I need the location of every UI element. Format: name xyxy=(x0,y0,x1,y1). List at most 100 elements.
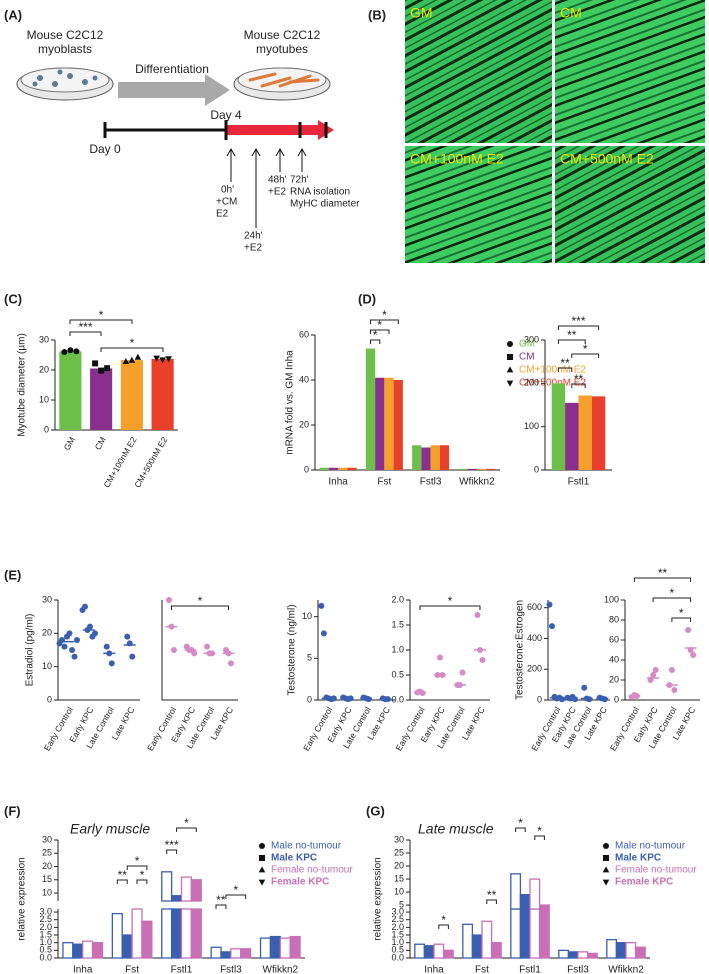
legend-label: Male no-tumour xyxy=(615,841,686,852)
point xyxy=(98,367,105,374)
x-tick-label: Inha xyxy=(424,965,444,974)
point xyxy=(479,657,486,663)
y-tick-label: 20 xyxy=(42,628,52,638)
timeline-ticks xyxy=(103,120,328,140)
point xyxy=(104,365,111,372)
bar xyxy=(567,951,579,959)
significance-bracket xyxy=(126,865,148,870)
y-axis-label: Testosterone (ng/ml) xyxy=(287,604,298,695)
significance-bracket xyxy=(69,331,102,336)
legend-label: GM xyxy=(519,339,535,350)
bar xyxy=(412,445,422,470)
bar xyxy=(240,948,252,959)
panel-label: (F) xyxy=(4,803,21,818)
point xyxy=(124,633,131,640)
point xyxy=(129,653,136,660)
bar xyxy=(72,943,84,959)
point xyxy=(67,347,74,354)
timeline-treatment xyxy=(226,125,318,135)
y-tick-label: 30 xyxy=(42,594,52,604)
significance-label: * xyxy=(130,336,135,350)
significance-bracket xyxy=(171,605,229,610)
y-tick-label: 1.0 xyxy=(391,644,404,654)
y-tick-label: 0 xyxy=(304,464,309,474)
bar xyxy=(577,951,589,959)
y-axis-label: Estradiol (pg/ml) xyxy=(25,614,36,687)
bar xyxy=(319,467,329,470)
y-tick-label: 100 xyxy=(524,421,539,431)
point xyxy=(159,357,166,364)
bar xyxy=(430,445,440,470)
bar xyxy=(328,467,339,470)
significance-label: * xyxy=(448,594,453,608)
bar xyxy=(141,920,153,959)
point xyxy=(134,353,142,360)
y-tick-label: 200 xyxy=(527,664,542,674)
point xyxy=(165,356,172,363)
micrograph-label: CM+500nM E2 xyxy=(560,151,654,167)
legend-label: Female no-tumour xyxy=(271,865,353,876)
bar xyxy=(131,908,143,959)
y-tick-label: 60 xyxy=(609,634,619,644)
label: +E2 xyxy=(244,243,263,254)
significance-bracket xyxy=(671,617,692,622)
y-tick-label: 30 xyxy=(394,834,404,844)
bar xyxy=(551,383,566,470)
bar xyxy=(190,879,202,902)
myotubes xyxy=(248,72,320,88)
x-tick-label: Fstl3 xyxy=(420,477,442,488)
bar xyxy=(476,468,487,470)
x-tick-label: GM xyxy=(62,435,78,452)
label: E2 xyxy=(216,209,229,220)
y-tick-label: 0 xyxy=(44,424,49,434)
significance-label: * xyxy=(373,328,378,342)
bar xyxy=(510,873,522,910)
bar xyxy=(90,368,113,430)
bar xyxy=(615,942,627,959)
x-tick-label: Fstl1 xyxy=(171,965,193,974)
label: Day 0 xyxy=(89,142,121,156)
micrograph xyxy=(405,0,552,143)
bar xyxy=(384,377,394,470)
point xyxy=(572,696,578,703)
point xyxy=(171,647,177,653)
significance-label: *** xyxy=(78,320,92,334)
significance-label: ** xyxy=(487,888,497,902)
legend-label: CM xyxy=(519,352,535,363)
point xyxy=(507,354,513,360)
y-axis-label: Testosterone:Estrogen xyxy=(515,600,526,700)
legend-label: CM+100nM E2 xyxy=(519,365,586,376)
significance-bracket xyxy=(557,325,600,330)
significance-bracket xyxy=(534,835,545,840)
y-axis-label: Myotube diameter (µm) xyxy=(17,333,28,437)
x-tick-label: Early Control xyxy=(608,705,641,753)
y-tick-label: 20 xyxy=(299,419,309,429)
bar xyxy=(91,942,104,959)
significance-label: * xyxy=(441,913,446,927)
point xyxy=(259,855,265,861)
point xyxy=(128,356,136,363)
bar xyxy=(458,468,468,470)
bar xyxy=(421,447,431,470)
y-tick-label: 0 xyxy=(537,694,542,704)
y-tick-label: 2.0 xyxy=(391,922,404,932)
significance-bracket xyxy=(515,827,526,832)
significance-bracket xyxy=(370,329,390,334)
bar xyxy=(586,952,598,959)
bar xyxy=(269,935,281,959)
significance-bracket xyxy=(571,353,600,358)
bar xyxy=(625,942,637,959)
bar xyxy=(529,878,541,910)
bar xyxy=(170,895,183,902)
panel-label: (C) xyxy=(4,291,22,306)
point xyxy=(690,652,697,658)
point xyxy=(506,366,514,373)
point xyxy=(549,623,555,630)
bar xyxy=(121,934,133,959)
point xyxy=(74,637,80,643)
point xyxy=(603,843,609,849)
bar xyxy=(347,467,357,470)
panel-label: (D) xyxy=(358,291,376,306)
significance-label: ** xyxy=(567,328,577,342)
